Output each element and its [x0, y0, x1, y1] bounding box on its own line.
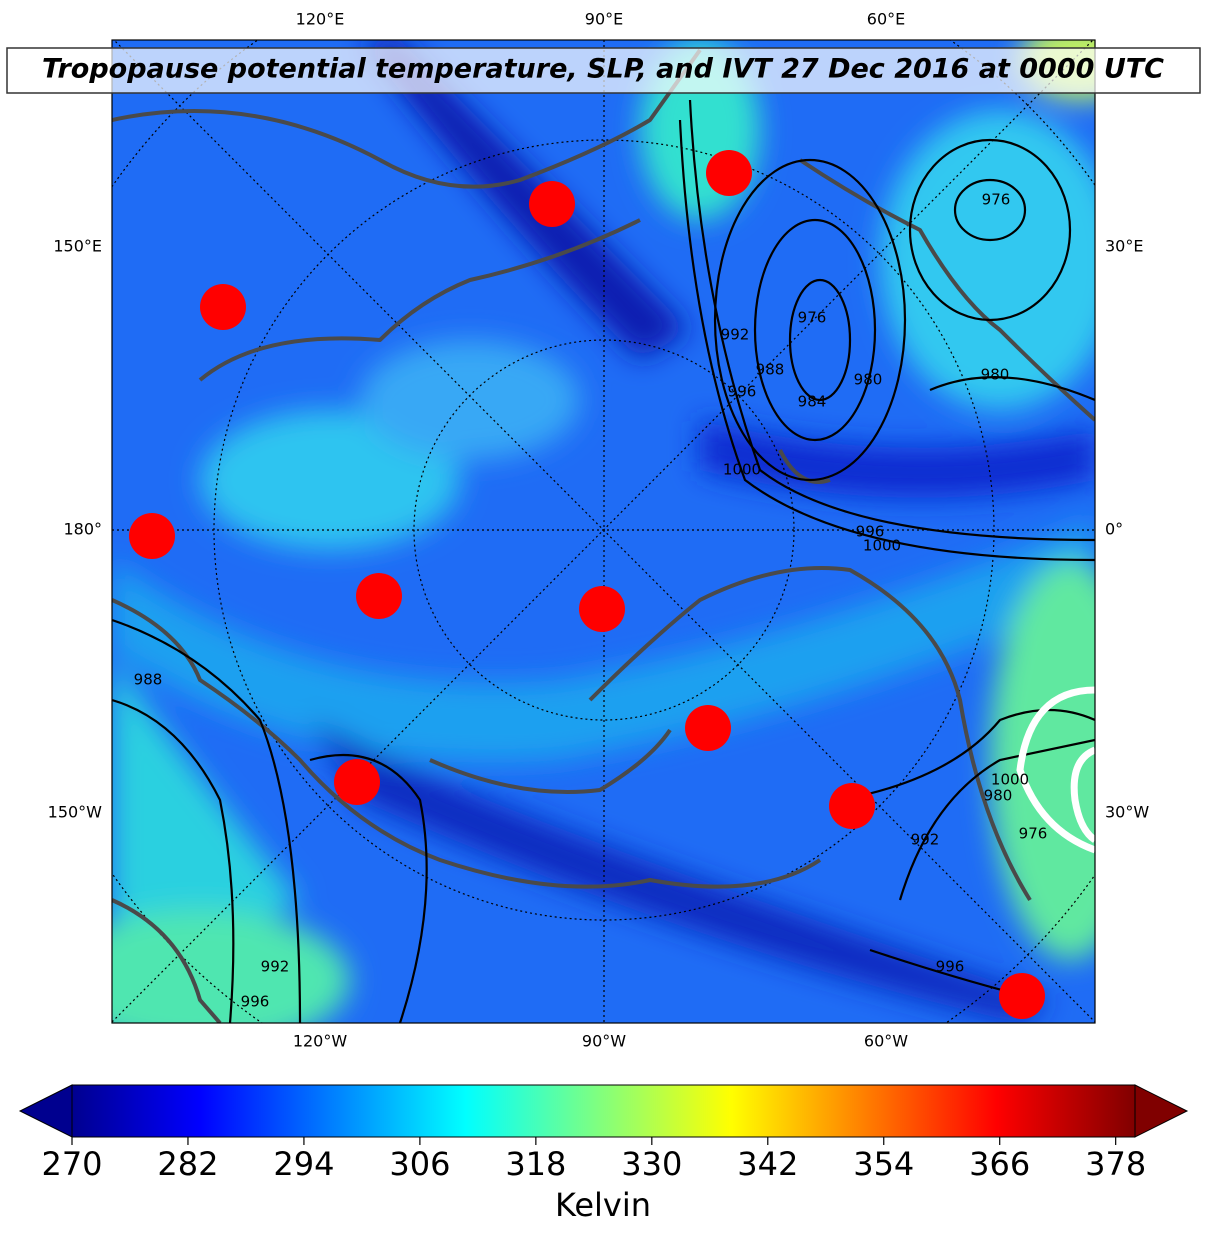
lon-label: 120°E — [296, 10, 345, 29]
contour-labels: 976 992 988 976 984 996 1000 980 980 996… — [134, 191, 1048, 1011]
colorbar-tick-label: 294 — [273, 1145, 334, 1183]
colorbar-tick-label: 354 — [853, 1145, 914, 1183]
colorbar-extend-high — [1134, 1084, 1189, 1138]
contour-label: 980 — [981, 366, 1010, 384]
contour-label: 988 — [756, 361, 785, 379]
title: Tropopause potential temperature, SLP, a… — [42, 54, 1164, 85]
contour-label: 996 — [241, 993, 270, 1011]
contour-label: 980 — [854, 371, 883, 389]
lon-label: 30°W — [1105, 803, 1149, 822]
contour-label: 1000 — [723, 461, 761, 479]
contour-label: 980 — [984, 787, 1013, 805]
colorbar-tick-label: 282 — [157, 1145, 218, 1183]
lon-label: 60°E — [867, 10, 905, 29]
colorbar — [18, 1084, 1189, 1138]
colorbar-tick-label: 342 — [737, 1145, 798, 1183]
lon-label: 30°E — [1105, 237, 1143, 256]
markers — [129, 150, 1045, 1019]
coastlines — [112, 48, 1095, 1023]
lon-label: 0° — [1105, 520, 1123, 539]
contour-label: 988 — [134, 671, 163, 689]
colorbar-tick-label: 330 — [621, 1145, 682, 1183]
contour-label: 1000 — [863, 537, 901, 555]
lon-label: 60°W — [864, 1032, 908, 1051]
colorbar-bar — [71, 1084, 1136, 1138]
contour-label: 996 — [856, 523, 885, 541]
contour-label: 984 — [798, 393, 827, 411]
colorbar-tick-label: 306 — [389, 1145, 450, 1183]
contour-label: 996 — [728, 383, 757, 401]
lon-label: 90°W — [582, 1032, 626, 1051]
title-box — [6, 47, 1201, 94]
graticule — [112, 40, 1095, 1023]
colorbar-tick-label: 318 — [505, 1145, 566, 1183]
contour-label: 1000 — [991, 771, 1029, 789]
slp-contours — [112, 99, 1095, 1023]
colorbar-label: Kelvin — [555, 1186, 651, 1224]
colorbar-tick-label: 366 — [969, 1145, 1030, 1183]
map-frame — [111, 39, 1096, 1024]
contour-label: 996 — [936, 958, 965, 976]
lon-label: 150°W — [48, 803, 103, 822]
contour-label: 976 — [798, 309, 827, 327]
lon-label: 150°E — [53, 237, 102, 256]
lon-label: 120°W — [293, 1032, 348, 1051]
contour-label: 992 — [261, 958, 290, 976]
contour-label: 976 — [1019, 825, 1048, 843]
contour-label: 992 — [911, 831, 940, 849]
contour-label: 976 — [982, 191, 1011, 209]
map: 976 992 988 976 984 996 1000 980 980 996… — [112, 40, 1095, 1023]
colorbar-tick-label: 270 — [41, 1145, 102, 1183]
temperature-field — [112, 40, 1095, 1023]
lon-label: 90°E — [585, 10, 623, 29]
contour-label: 992 — [721, 326, 750, 344]
colorbar-extend-low — [18, 1084, 73, 1138]
lon-label: 180° — [63, 520, 102, 539]
colorbar-tick-label: 378 — [1085, 1145, 1146, 1183]
